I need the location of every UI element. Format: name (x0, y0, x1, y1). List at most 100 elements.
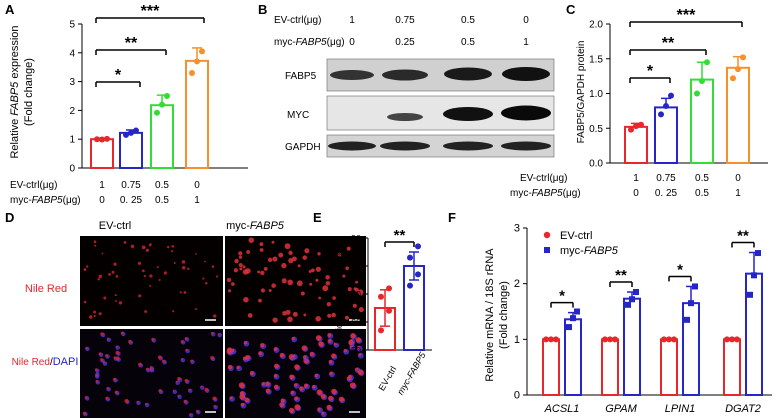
cell-lipid (93, 314, 96, 318)
panel-c-point (694, 90, 700, 97)
cell-lipid (260, 288, 266, 293)
cell-lipid (123, 240, 127, 244)
cell-lipid (180, 358, 183, 361)
cell-lipid (113, 356, 117, 360)
cell-lipid (184, 337, 188, 340)
panel-e-point (415, 243, 421, 250)
panel-f-treat-point (566, 324, 572, 331)
cell-lipid (242, 265, 246, 269)
cell-lipid (272, 317, 278, 323)
cell-lipid (268, 288, 272, 292)
ytick-label: 1.5 (589, 54, 603, 65)
panel-e-point (407, 282, 413, 289)
cell-lipid (149, 285, 152, 287)
cell-lipid (236, 365, 240, 369)
cell-lipid (329, 371, 333, 376)
band-label-gapdh: GAPDH (285, 142, 321, 153)
panel-a-sig-label: *** (141, 3, 160, 20)
panel-f-treat-point (684, 316, 690, 323)
cell-lipid (181, 265, 186, 270)
cell-lipid (245, 354, 251, 360)
cell-lipid (141, 269, 145, 273)
cell-lipid (113, 262, 117, 266)
ytick-label: 2.0 (589, 20, 603, 31)
panel-c-row2-value: 1 (735, 188, 741, 199)
legend-label-fabp5: myc-FABP5 (560, 245, 619, 257)
cell-lipid (210, 331, 214, 335)
panel-c-point (735, 66, 741, 73)
panel-b-row1-value: 0 (523, 15, 529, 26)
cell-lipid (346, 376, 352, 381)
panel-f-sig-label: * (559, 288, 565, 305)
cell-lipid (114, 299, 117, 302)
cell-lipid (265, 388, 271, 394)
cell-lipid (358, 353, 362, 357)
panel-letter-a: A (5, 2, 15, 17)
cell-lipid (177, 394, 180, 397)
cell-lipid (172, 310, 175, 313)
panel-f-ctrl-point (543, 336, 549, 343)
cell-lipid (347, 287, 352, 292)
cell-lipid (325, 275, 330, 280)
cell-lipid (118, 301, 123, 305)
cell-lipid (303, 383, 309, 388)
cell-lipid (230, 348, 235, 353)
panel-c-row1-label: EV-ctrl(μg) (520, 173, 567, 184)
panel-e-point (386, 285, 392, 292)
panel-c-row2-value: 0.5 (695, 188, 709, 199)
cell-lipid (162, 359, 166, 363)
panel-c-point (730, 75, 736, 82)
cell-lipid (138, 294, 142, 298)
cell-lipid (233, 268, 239, 273)
cell-lipid (204, 387, 209, 392)
panel-d-col2-label: myc-FABP5 (226, 220, 285, 232)
cell-lipid (105, 354, 109, 358)
panel-c-point (658, 111, 664, 118)
panel-a-row2-value: 0. 25 (120, 195, 143, 206)
cell-lipid (258, 351, 263, 356)
cell-lipid (285, 309, 291, 315)
panel-letter-f: F (448, 210, 456, 225)
cell-lipid (175, 380, 178, 383)
ytick-label: 2 (69, 106, 75, 117)
cell-lipid (343, 349, 347, 353)
cell-lipid (190, 359, 193, 363)
cell-lipid (294, 396, 299, 401)
cell-lipid (196, 409, 199, 413)
panel-c-bar (690, 78, 714, 164)
cell-lipid (217, 333, 220, 336)
cell-lipid (357, 369, 364, 376)
cell-lipid (195, 308, 198, 311)
panel-f-ctrl-point (602, 336, 608, 343)
cell-lipid (348, 340, 354, 346)
cell-lipid (106, 386, 109, 390)
cell-lipid (257, 270, 261, 274)
cell-lipid (85, 346, 88, 350)
cell-lipid (137, 261, 142, 265)
cell-lipid (317, 252, 321, 256)
panel-e-ylabel: Ratio of lipid droplets(%) (334, 246, 344, 344)
cell-lipid (98, 312, 102, 316)
cell-lipid (243, 296, 249, 303)
cell-lipid (315, 335, 322, 341)
ytick-label: 4 (69, 48, 75, 59)
cell-lipid (318, 296, 322, 300)
panel-e-point (386, 307, 392, 314)
band-label-myc: MYC (287, 110, 309, 121)
panel-f-ctrl-point (724, 336, 730, 343)
panel-a-row1-value: 0.75 (121, 180, 141, 191)
cell-lipid (143, 274, 146, 278)
cell-lipid (302, 255, 308, 260)
cell-lipid (359, 292, 363, 296)
cell-lipid (331, 312, 336, 318)
cell-lipid (281, 278, 287, 284)
cell-lipid (93, 240, 97, 244)
cell-lipid (188, 388, 191, 392)
cell-lipid (108, 272, 111, 276)
cell-lipid (353, 287, 357, 291)
cell-lipid (171, 250, 174, 253)
cell-lipid (148, 244, 152, 247)
cell-lipid (227, 364, 233, 370)
cell-lipid (200, 385, 203, 388)
